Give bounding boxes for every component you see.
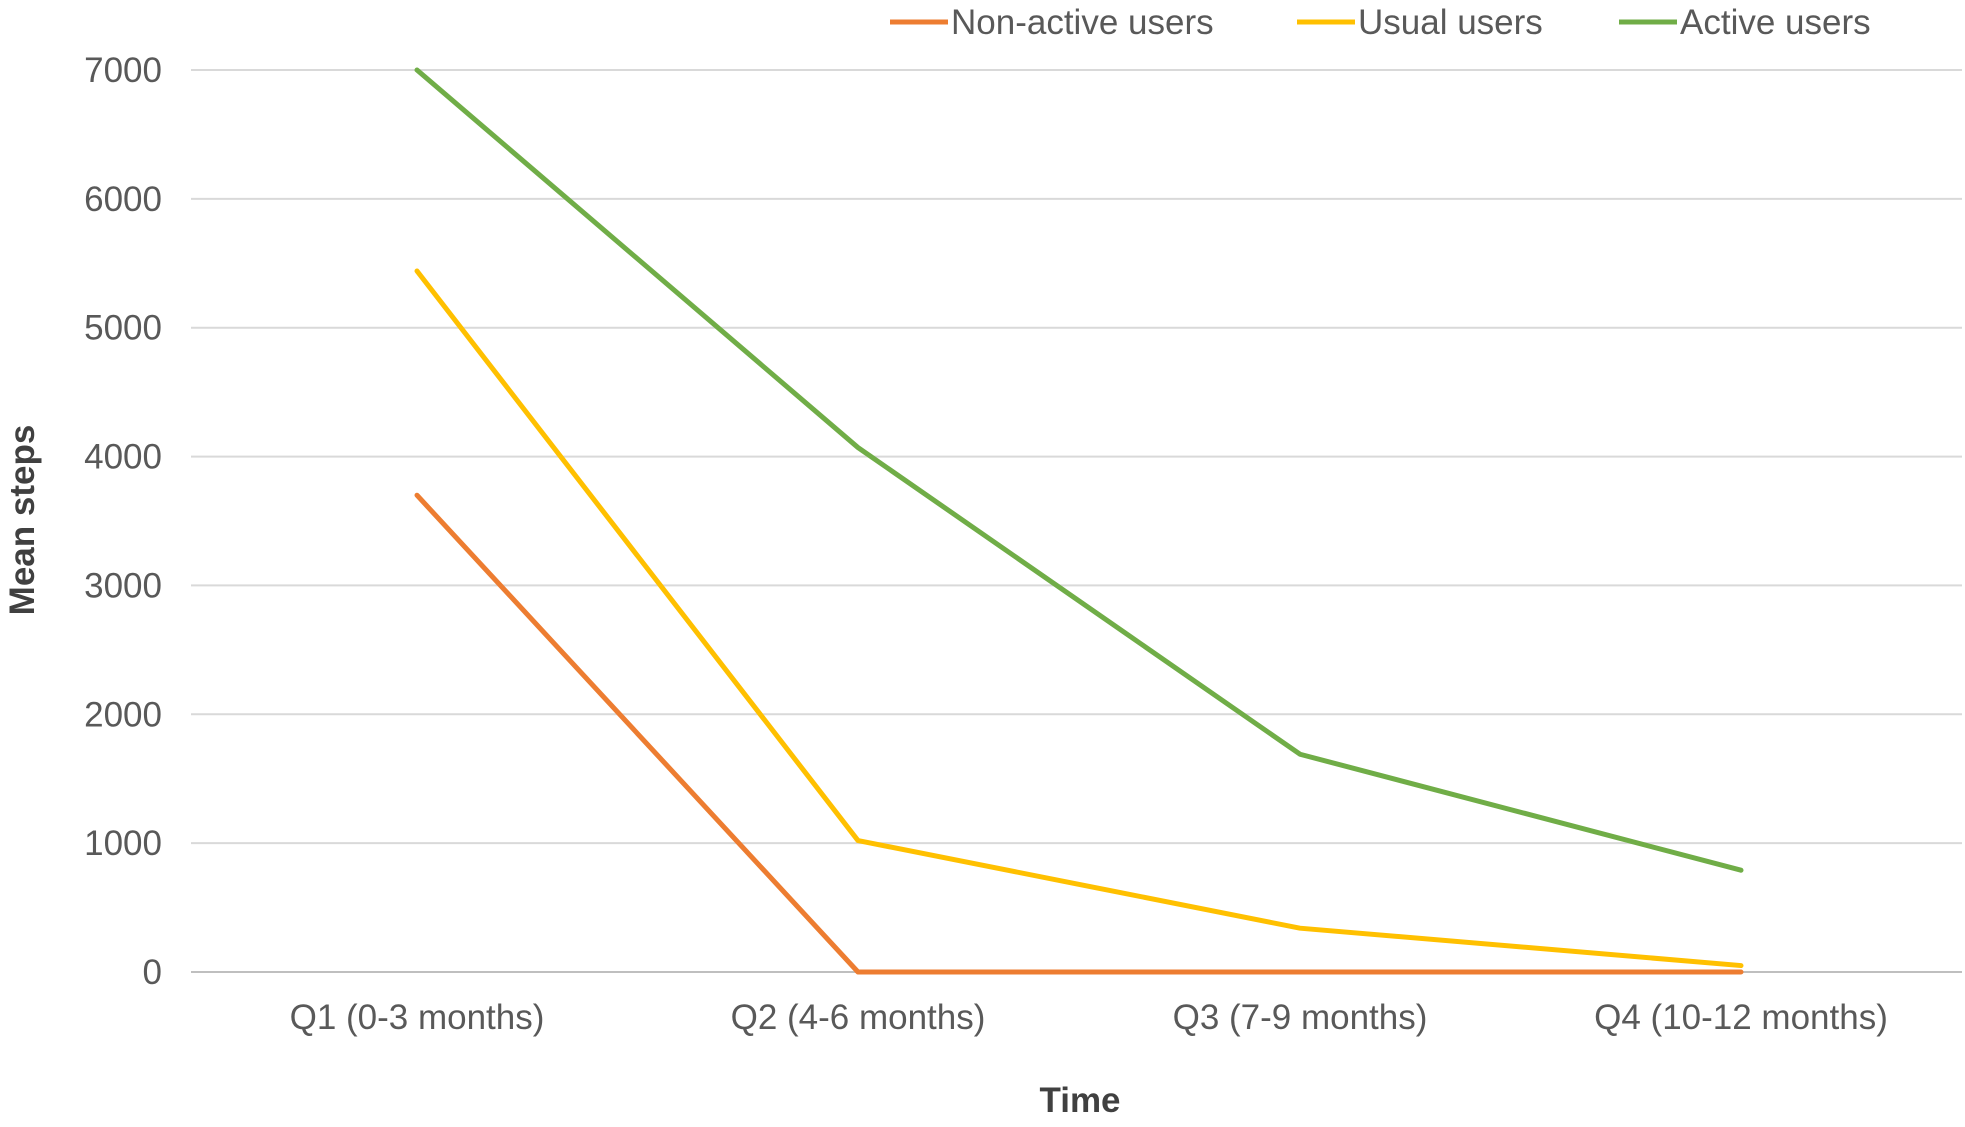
x-axis-title: Time <box>1039 1081 1120 1120</box>
legend-label-active-users: Active users <box>1680 3 1871 42</box>
x-tick-label: Q3 (7-9 months) <box>1173 998 1428 1037</box>
y-axis-title: Mean steps <box>3 425 42 616</box>
y-tick-label: 6000 <box>84 180 162 219</box>
y-tick-label: 4000 <box>84 438 162 477</box>
legend-label-usual-users: Usual users <box>1358 3 1543 42</box>
y-tick-label: 5000 <box>84 309 162 348</box>
x-tick-label: Q1 (0-3 months) <box>290 998 545 1037</box>
x-axis-ticks: Q1 (0-3 months) Q2 (4-6 months) Q3 (7-9 mo… <box>290 998 1888 1037</box>
y-tick-label: 1000 <box>84 824 162 863</box>
x-tick-label: Q2 (4-6 months) <box>731 998 986 1037</box>
legend-label-non-active-users: Non-active users <box>951 3 1214 42</box>
x-tick-label: Q4 (10-12 months) <box>1594 998 1888 1037</box>
gridlines <box>191 70 1962 972</box>
series-line-active-users <box>417 70 1741 870</box>
y-tick-label: 2000 <box>84 695 162 734</box>
legend: Non-active users Usual users Active users <box>890 3 1871 42</box>
y-tick-label: 0 <box>143 953 162 992</box>
series-lines <box>417 70 1741 972</box>
y-tick-label: 7000 <box>84 51 162 90</box>
series-line-non-active-users <box>417 495 1741 972</box>
y-tick-label: 3000 <box>84 566 162 605</box>
y-axis-ticks: 0 1000 2000 3000 4000 5000 6000 7000 <box>84 51 162 992</box>
series-line-usual-users <box>417 271 1741 966</box>
